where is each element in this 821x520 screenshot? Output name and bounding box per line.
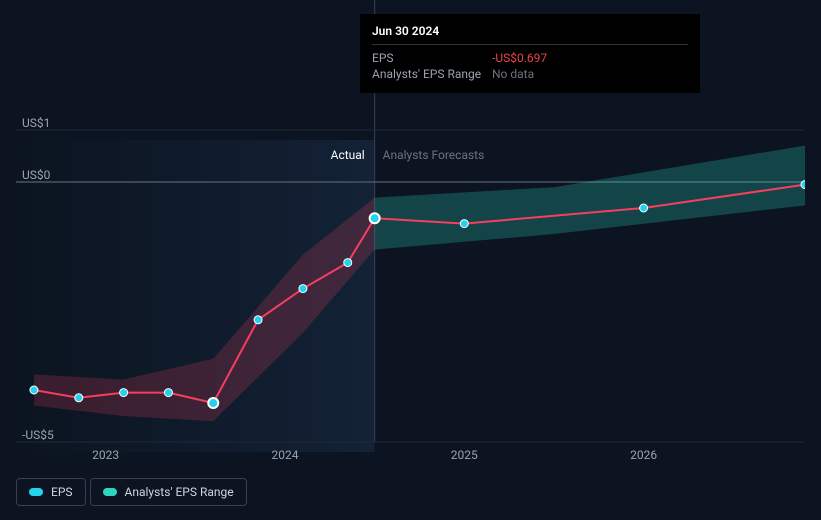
legend-item-eps[interactable]: EPS bbox=[16, 478, 86, 506]
legend-label: EPS bbox=[51, 485, 73, 499]
tooltip-row-key: EPS bbox=[372, 51, 492, 65]
tooltip-row-value: No data bbox=[492, 67, 534, 81]
x-tick-label: 2026 bbox=[630, 448, 657, 462]
x-tick-label: 2025 bbox=[451, 448, 478, 462]
region-label-actual: Actual bbox=[331, 148, 365, 162]
tooltip-date: Jun 30 2024 bbox=[372, 24, 688, 38]
y-tick-label: -US$5 bbox=[22, 428, 54, 442]
tooltip-row-value: -US$0.697 bbox=[492, 51, 547, 65]
x-tick-label: 2023 bbox=[92, 448, 119, 462]
legend-swatch-icon bbox=[103, 488, 117, 496]
y-tick-label: US$0 bbox=[22, 168, 50, 182]
x-tick-label: 2024 bbox=[271, 448, 298, 462]
region-label-forecast: Analysts Forecasts bbox=[383, 148, 485, 162]
y-tick-label: US$1 bbox=[22, 116, 50, 130]
legend-item-eps-range[interactable]: Analysts' EPS Range bbox=[90, 478, 247, 506]
legend-label: Analysts' EPS Range bbox=[125, 485, 234, 499]
legend: EPS Analysts' EPS Range bbox=[16, 478, 247, 506]
tooltip-row-key: Analysts' EPS Range bbox=[372, 67, 492, 81]
legend-swatch-icon bbox=[29, 488, 43, 496]
chart-tooltip: Jun 30 2024 EPS -US$0.697 Analysts' EPS … bbox=[360, 14, 700, 93]
